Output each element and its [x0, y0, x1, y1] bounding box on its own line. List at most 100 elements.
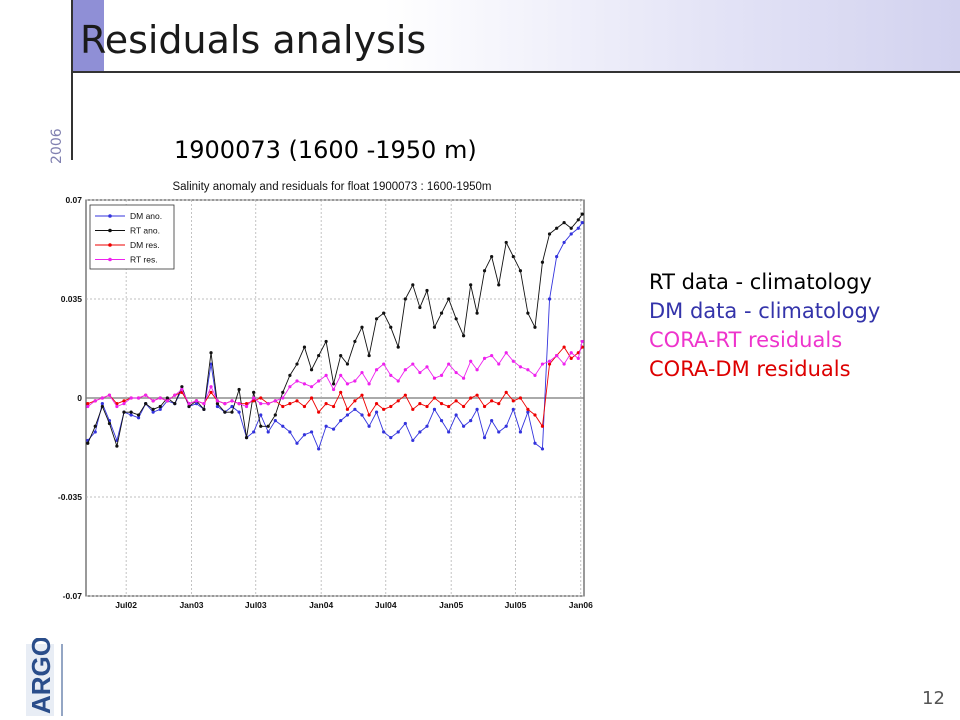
data-point: [469, 396, 473, 400]
data-point: [144, 402, 148, 406]
legend-marker: [108, 257, 112, 262]
data-point: [454, 399, 458, 403]
notes-panel: RT data - climatology DM data - climatol…: [649, 268, 880, 384]
data-point: [497, 402, 501, 406]
data-point: [518, 269, 523, 273]
data-point: [209, 362, 213, 366]
legend-label: RT ano.: [130, 226, 160, 236]
data-point: [461, 424, 466, 428]
data-point: [461, 404, 466, 409]
data-point: [273, 419, 277, 423]
data-point: [382, 430, 386, 434]
x-tick-label: Jul03: [245, 600, 267, 610]
x-tick-label: Jul05: [505, 600, 527, 610]
data-point: [215, 399, 220, 403]
data-point: [345, 407, 350, 411]
data-point: [209, 351, 213, 355]
data-point: [331, 404, 336, 409]
header-accent-bar: [72, 0, 104, 72]
data-point: [497, 283, 501, 287]
data-point: [382, 362, 386, 366]
data-point: [389, 404, 393, 409]
data-point: [173, 402, 177, 406]
data-point: [194, 402, 199, 406]
data-point: [252, 430, 256, 434]
data-point: [469, 283, 473, 287]
data-point: [353, 379, 357, 383]
data-point: [504, 424, 508, 428]
data-point: [237, 410, 241, 414]
data-point: [144, 393, 148, 397]
data-point: [129, 396, 133, 400]
argo-logo-text: ARGO: [26, 638, 56, 714]
data-point: [439, 311, 444, 315]
data-point: [244, 402, 249, 406]
data-point: [252, 399, 256, 403]
data-point: [295, 379, 299, 383]
data-point: [288, 385, 292, 389]
x-tick-label: Jan04: [309, 600, 333, 610]
data-point: [580, 339, 584, 344]
data-point: [432, 396, 437, 400]
data-point: [339, 419, 343, 423]
data-point: [569, 226, 573, 230]
argo-logo: ARGO: [22, 638, 70, 720]
vertical-rule: [71, 0, 73, 160]
data-point: [360, 370, 364, 375]
data-point: [93, 424, 97, 428]
data-point: [187, 404, 191, 409]
data-point: [547, 362, 552, 366]
data-point: [425, 288, 429, 293]
data-point: [411, 283, 415, 287]
data-point: [115, 444, 119, 448]
data-point: [136, 413, 141, 417]
data-point: [367, 382, 371, 386]
legend-label: RT res.: [130, 255, 158, 265]
legend-marker: [108, 214, 112, 218]
chart-series: [86, 212, 584, 451]
data-point: [266, 430, 270, 434]
data-point: [367, 424, 371, 428]
data-point: [540, 447, 545, 451]
x-tick-label: Jan05: [439, 600, 463, 610]
data-point: [129, 413, 133, 417]
data-point: [317, 447, 321, 451]
data-point: [469, 359, 473, 363]
data-point: [533, 413, 537, 417]
data-point: [454, 317, 458, 321]
data-point: [432, 325, 437, 329]
x-tick-label: Jan03: [179, 600, 203, 610]
data-point: [230, 410, 234, 414]
data-point: [309, 396, 314, 400]
data-point: [454, 370, 458, 375]
data-point: [418, 305, 422, 310]
data-point: [158, 396, 162, 400]
data-point: [223, 410, 227, 414]
data-point: [266, 424, 270, 428]
data-point: [447, 430, 451, 434]
data-point: [396, 399, 400, 403]
data-point: [374, 317, 379, 321]
data-point: [504, 240, 508, 245]
data-point: [288, 402, 292, 406]
data-point: [100, 402, 104, 406]
data-point: [230, 404, 234, 409]
data-point: [389, 373, 393, 377]
data-point: [555, 254, 559, 259]
data-point: [504, 351, 508, 355]
data-point: [302, 382, 307, 386]
data-point: [490, 399, 494, 403]
note-cora-dm-residuals: CORA-DM residuals: [649, 357, 851, 381]
data-point: [562, 345, 566, 349]
x-tick-label: Jul02: [115, 600, 137, 610]
data-point: [439, 373, 444, 377]
data-point: [569, 356, 573, 360]
data-point: [547, 297, 552, 301]
data-point: [259, 413, 263, 417]
data-point: [403, 393, 407, 397]
data-point: [432, 407, 437, 411]
data-point: [454, 413, 458, 417]
data-point: [469, 419, 473, 423]
data-point: [518, 396, 523, 400]
data-point: [490, 353, 494, 358]
